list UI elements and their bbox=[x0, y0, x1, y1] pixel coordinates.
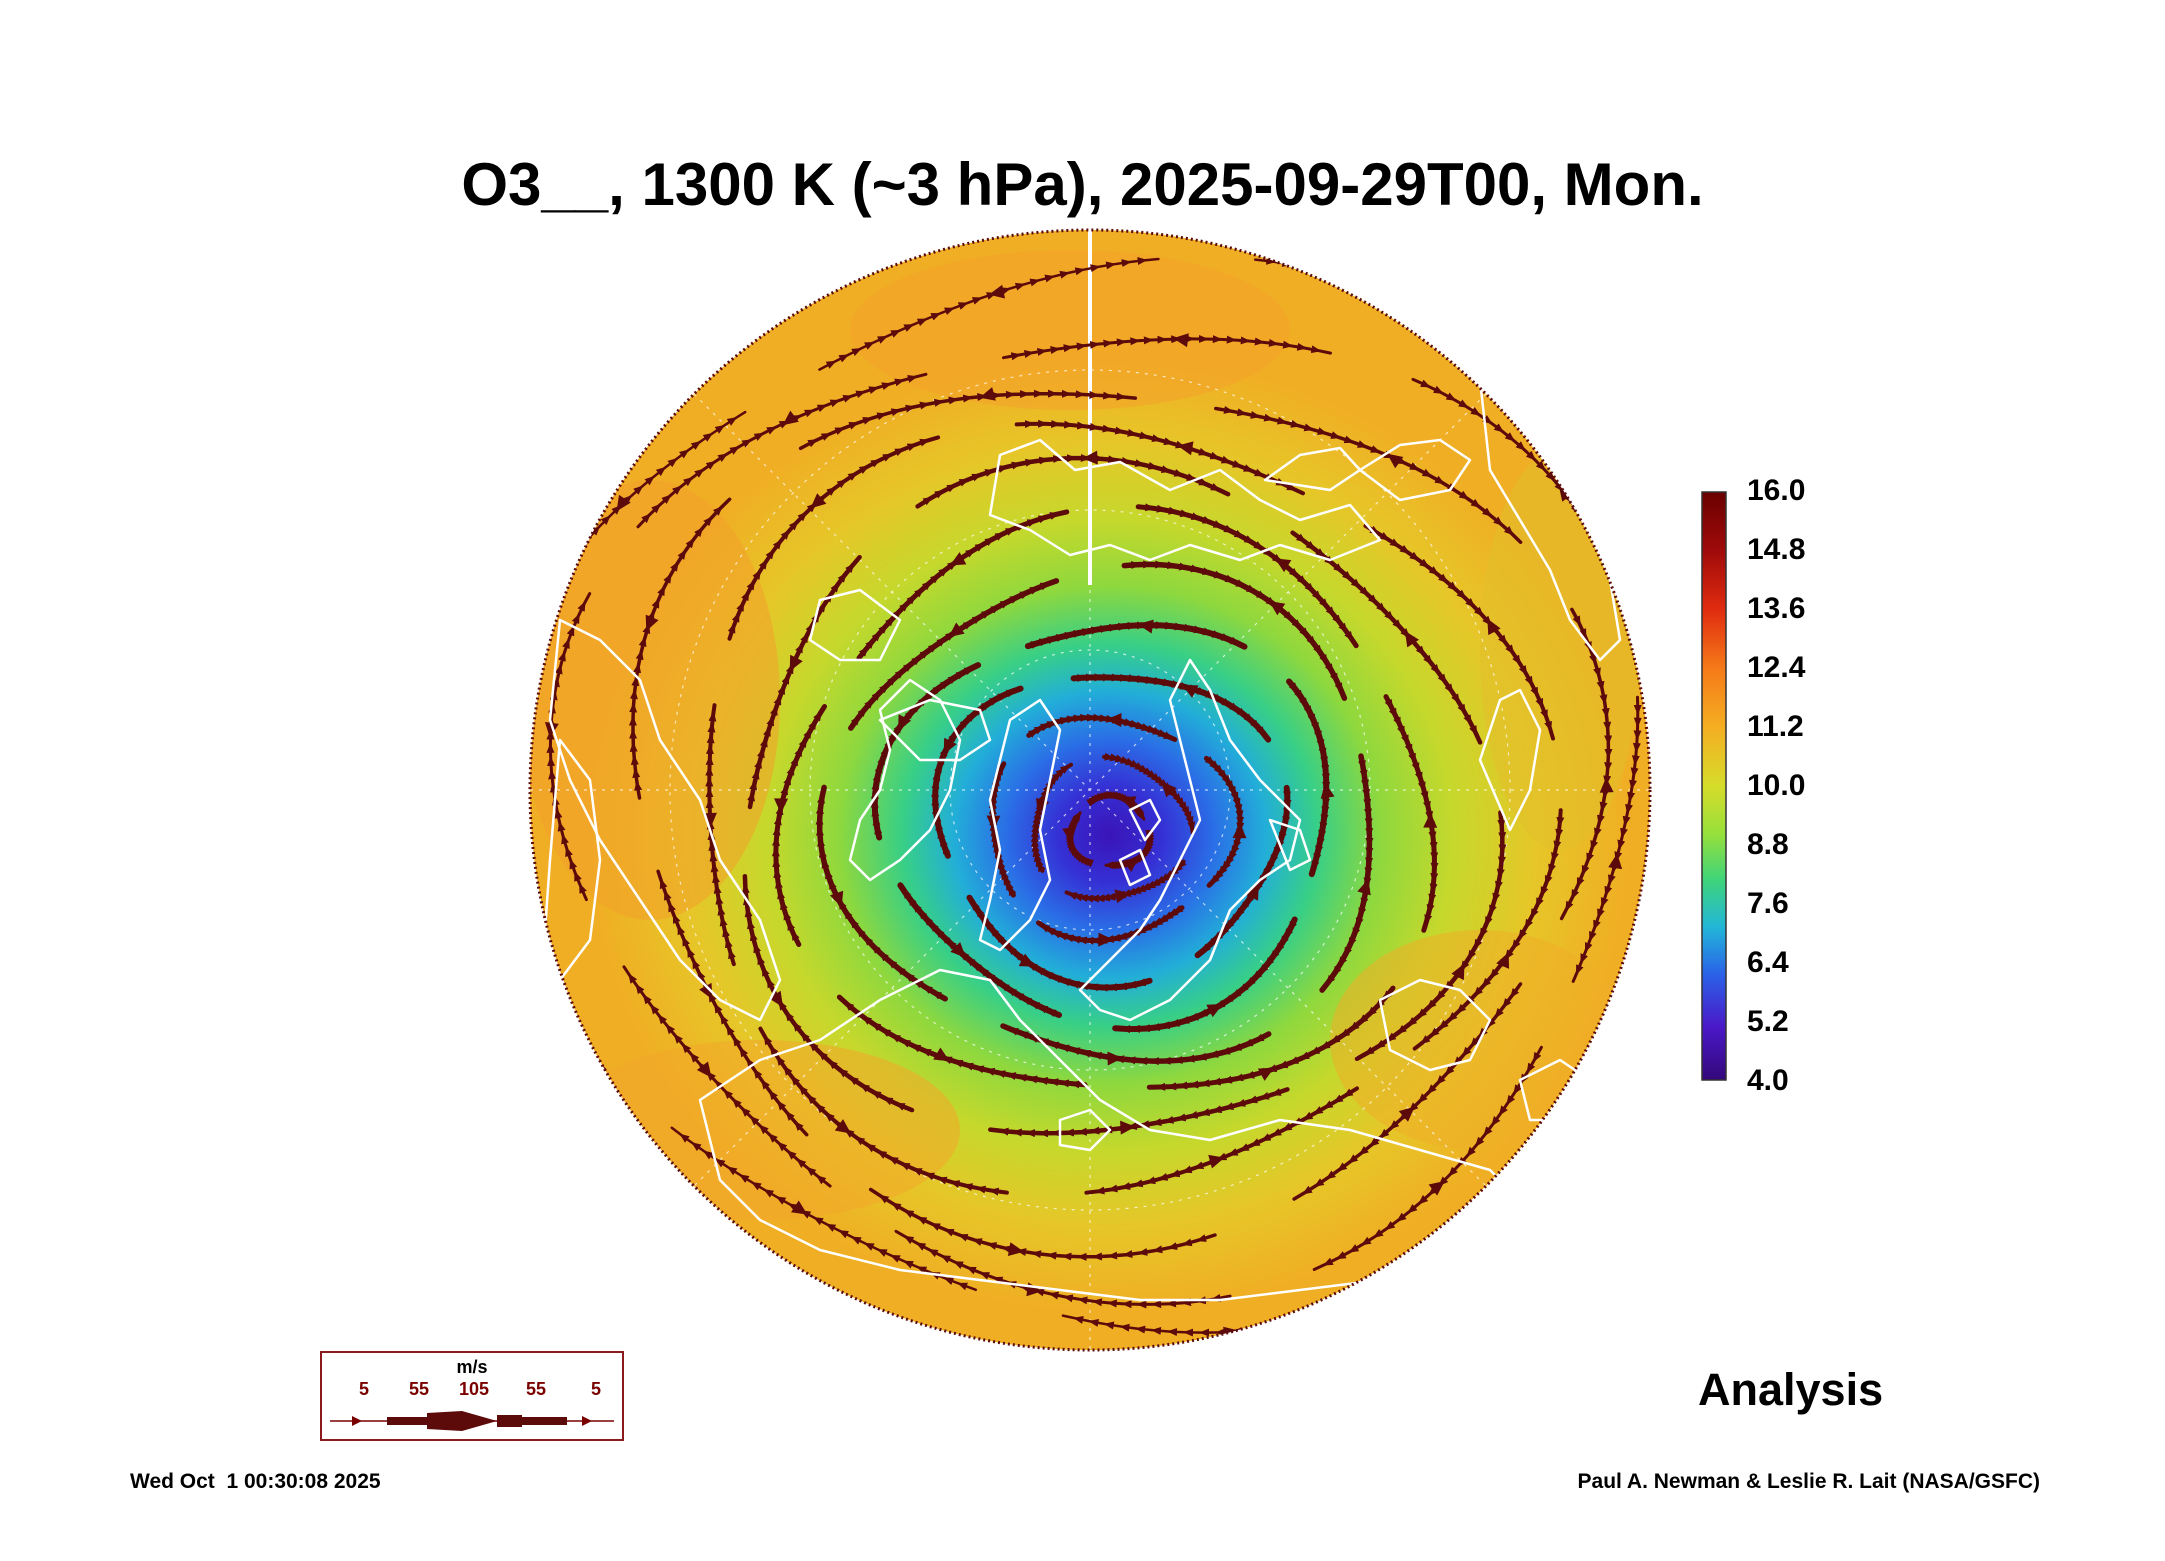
streamline-arrow-icon bbox=[774, 798, 789, 814]
legend-value: 5 bbox=[358, 1379, 370, 1399]
streamline-arrow-icon bbox=[1655, 687, 1672, 705]
streamline-arrow-icon bbox=[834, 1119, 852, 1134]
streamline-arrow-icon bbox=[1451, 323, 1468, 338]
coastlines bbox=[543, 378, 1622, 1302]
streamline-arrow-icon bbox=[1245, 884, 1259, 901]
legend-value: 55 bbox=[408, 1379, 430, 1399]
map-title: O3__, 1300 K (~3 hPa), 2025-09-29T00, Mo… bbox=[461, 151, 1704, 218]
streamline bbox=[1102, 752, 1196, 834]
streamline-arrow-icon bbox=[988, 284, 1006, 299]
streamline-arrow-icon bbox=[1177, 441, 1194, 456]
legend-value: 105 bbox=[458, 1379, 490, 1399]
streamline-arrow-icon bbox=[1274, 558, 1292, 573]
streamline-arrow-icon bbox=[1600, 1085, 1615, 1102]
colorbar-label: 4.0 bbox=[1747, 1064, 1789, 1097]
streamline-arrow-icon bbox=[616, 494, 631, 512]
streamline-arrow-icon bbox=[949, 552, 967, 566]
streamline-arrow-icon bbox=[950, 941, 966, 958]
streamline-arrow-icon bbox=[1107, 1051, 1123, 1066]
streamline-arrow-icon bbox=[1161, 781, 1177, 798]
streamline-arrow-icon bbox=[1387, 453, 1404, 469]
streamline bbox=[1312, 1045, 1543, 1271]
streamline-arrow-icon bbox=[782, 410, 799, 426]
colorbar bbox=[1701, 491, 1727, 1081]
streamline-arrow-icon bbox=[1114, 889, 1131, 904]
streamline-arrow-icon bbox=[696, 1061, 712, 1078]
streamline-arrow-icon bbox=[1208, 1154, 1225, 1169]
colorbar-label: 11.2 bbox=[1747, 710, 1804, 743]
legend-arrow-icon bbox=[330, 1411, 614, 1431]
streamline bbox=[818, 257, 1160, 371]
streamline-arrow-icon bbox=[1173, 333, 1189, 348]
colorbar-label: 6.4 bbox=[1747, 946, 1789, 979]
streamline-arrow-icon bbox=[1496, 952, 1510, 969]
streamline-arrow-icon bbox=[789, 654, 803, 672]
streamline-arrow-icon bbox=[979, 387, 996, 401]
streamline bbox=[1064, 859, 1187, 903]
timestamp: Wed Oct 1 00:30:08 2025 bbox=[130, 1470, 381, 1493]
colorbar-label: 8.8 bbox=[1747, 828, 1789, 861]
legend-value: 5 bbox=[590, 1379, 602, 1399]
colorbar-label: 10.0 bbox=[1747, 769, 1806, 802]
streamline-arrow-icon bbox=[791, 1200, 808, 1215]
colorbar-label: 7.6 bbox=[1747, 887, 1789, 920]
legend-unit: m/s bbox=[456, 1357, 488, 1377]
colorbar-label: 5.2 bbox=[1747, 1005, 1789, 1038]
streamline bbox=[1363, 523, 1555, 741]
streamline-arrow-icon bbox=[1428, 1180, 1445, 1196]
streamline-arrow-icon bbox=[1257, 1067, 1275, 1081]
streamline bbox=[670, 1126, 978, 1292]
credit: Paul A. Newman & Leslie R. Lait (NASA/GS… bbox=[1577, 1470, 2040, 1493]
colorbar-label: 12.4 bbox=[1747, 651, 1806, 684]
legend-value: 55 bbox=[525, 1379, 547, 1399]
analysis-label: Analysis bbox=[1698, 1364, 1884, 1415]
colorbar-label: 14.8 bbox=[1747, 533, 1806, 566]
colorbar-label: 16.0 bbox=[1747, 474, 1806, 507]
map-boundary bbox=[528, 228, 1652, 1352]
streamline-arrow-icon bbox=[1487, 618, 1501, 636]
colorbar-label: 13.6 bbox=[1747, 592, 1806, 625]
streamline bbox=[1030, 762, 1073, 873]
streamline-arrow-icon bbox=[544, 722, 559, 738]
streamline-arrow-icon bbox=[491, 896, 508, 914]
wind-speed-legend: m/s 5 55 105 55 5 bbox=[320, 1351, 624, 1441]
streamline-arrow-icon bbox=[1608, 853, 1623, 870]
